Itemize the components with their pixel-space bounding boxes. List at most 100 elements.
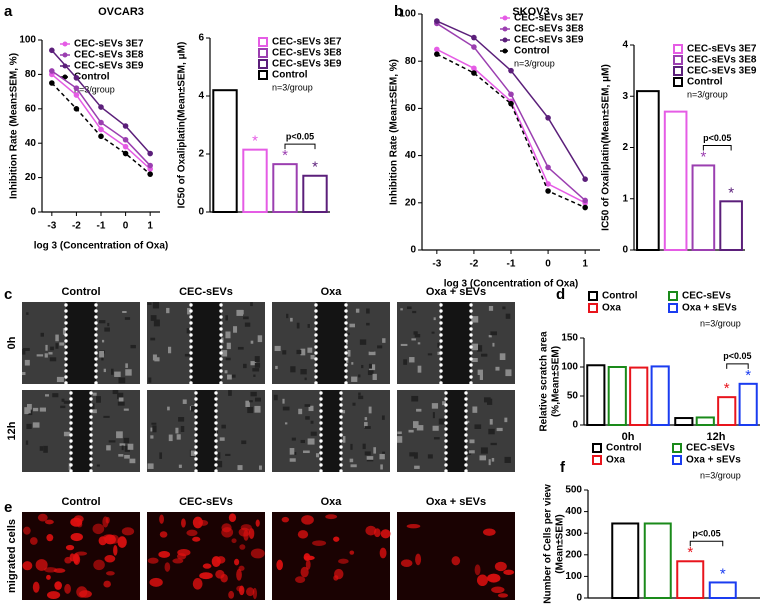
cell-texture	[369, 364, 376, 371]
scratch-edge	[339, 469, 343, 473]
significance-mark: *	[728, 184, 734, 201]
cell-texture	[254, 405, 261, 413]
cell-texture	[472, 317, 475, 320]
y-tick-label: 100	[19, 35, 36, 46]
cell-texture	[39, 446, 44, 451]
data-point	[545, 164, 551, 171]
panel-label: b	[394, 3, 403, 20]
cell-texture	[343, 436, 346, 443]
migrated-cell	[117, 536, 127, 548]
cell-texture	[411, 395, 419, 402]
data-point	[73, 106, 80, 112]
y-tick-label: 200	[565, 549, 582, 560]
migrated-cell	[216, 556, 226, 564]
scratch-edge	[344, 351, 348, 355]
cell-texture	[366, 308, 370, 314]
scratch-edge	[69, 397, 73, 401]
cell-texture	[361, 364, 364, 369]
scratch-edge	[94, 381, 98, 385]
cell-texture	[409, 452, 415, 457]
cell-texture	[274, 345, 281, 352]
scratch-edge	[319, 445, 323, 449]
x-axis-label: log 3 (Concentration of Oxa)	[34, 241, 168, 252]
cell-texture	[362, 443, 366, 450]
cell-texture	[303, 450, 310, 454]
cell-texture	[471, 316, 479, 323]
migrated-cell	[32, 581, 40, 593]
data-point	[49, 47, 55, 54]
legend-label: CEC-sEVs 3E8	[514, 24, 584, 35]
migrated-cell	[246, 587, 255, 597]
scratch-edge	[319, 391, 323, 395]
migrated-cell	[105, 516, 110, 524]
scratch-edge	[69, 451, 73, 455]
significance-mark: *	[724, 380, 730, 397]
legend-marker	[258, 37, 268, 47]
scratch-edge	[464, 445, 468, 449]
cell-texture	[48, 352, 53, 355]
legend-label: Control	[602, 291, 638, 302]
cell-texture	[358, 374, 361, 378]
x-tick-label: 0h	[622, 431, 635, 443]
migrated-cell	[295, 576, 306, 584]
cell-texture	[245, 400, 250, 408]
significance-mark: *	[312, 159, 318, 176]
y-tick-label: 2	[622, 142, 628, 153]
cell-texture	[290, 317, 293, 322]
cell-texture	[408, 429, 414, 433]
scratch-edge	[194, 469, 198, 473]
cell-texture	[414, 333, 421, 338]
y-axis-label: Inhibition Rate (Mean±SEM, %)	[9, 53, 20, 199]
data-point	[508, 67, 514, 74]
row-label: 0h	[6, 336, 18, 349]
scratch-edge	[319, 397, 323, 401]
scratch-edge	[319, 469, 323, 473]
migrated-cell	[276, 559, 283, 571]
p-label: p<0.05	[723, 351, 751, 361]
migrated-cell	[159, 514, 164, 524]
cell-texture	[366, 322, 370, 326]
data-point	[98, 119, 104, 126]
cell-texture	[427, 353, 433, 356]
x-tick-label: 12h	[707, 431, 726, 443]
cell-texture	[307, 438, 315, 445]
scratch-edge	[189, 381, 193, 385]
cell-texture	[118, 377, 126, 384]
scratch-edge	[94, 375, 98, 379]
migrated-cell	[379, 547, 387, 559]
cell-texture	[187, 308, 191, 315]
scratch-edge	[319, 403, 323, 407]
legend-label: Oxa + sEVs	[682, 303, 737, 314]
scratch-edge	[339, 415, 343, 419]
data-point	[122, 136, 129, 143]
cell-texture	[52, 393, 59, 398]
scratch-edge	[64, 339, 68, 343]
migrated-cell	[65, 544, 75, 551]
scratch-edge	[339, 391, 343, 395]
data-point	[545, 188, 551, 194]
cell-texture	[108, 440, 116, 443]
scratch-edge	[214, 433, 218, 437]
data-point	[73, 92, 80, 98]
chart-title: SKOV3	[512, 6, 549, 18]
scratch-edge	[219, 309, 223, 313]
migrated-cell	[76, 522, 83, 528]
scratch-edge	[464, 409, 468, 413]
x-tick-label: -3	[432, 259, 441, 270]
migrated-cell	[92, 523, 105, 535]
cell-texture	[45, 394, 49, 397]
cell-texture	[505, 313, 511, 319]
scratch-edge	[469, 327, 473, 331]
scratch-edge	[319, 427, 323, 431]
p-bracket	[726, 363, 749, 369]
cell-texture	[219, 437, 225, 441]
scratch-edge	[64, 363, 68, 367]
cell-texture	[412, 421, 419, 429]
scratch-edge	[314, 339, 318, 343]
migrated-cell	[202, 563, 212, 569]
scratch-edge	[344, 303, 348, 307]
scratch-edge	[94, 333, 98, 337]
cell-texture	[379, 453, 385, 460]
scratch-edge	[469, 339, 473, 343]
cell-texture	[25, 440, 29, 445]
